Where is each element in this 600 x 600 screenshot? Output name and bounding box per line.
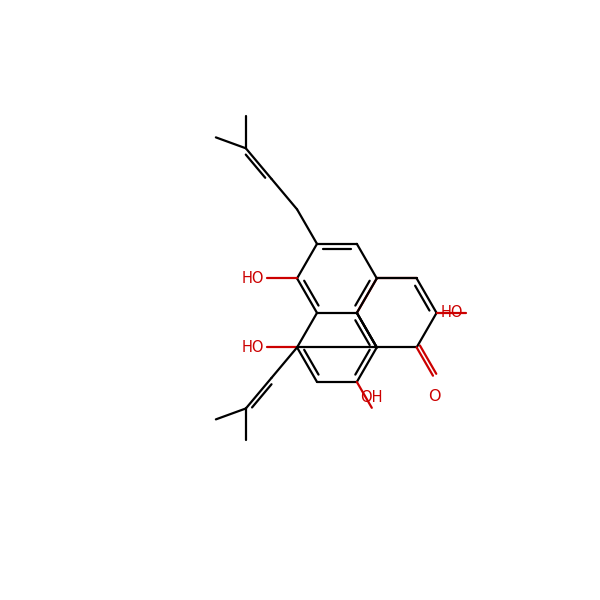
Text: HO: HO	[441, 305, 464, 320]
Text: OH: OH	[361, 390, 383, 405]
Text: HO: HO	[242, 340, 264, 355]
Text: O: O	[428, 389, 441, 404]
Text: HO: HO	[242, 271, 264, 286]
